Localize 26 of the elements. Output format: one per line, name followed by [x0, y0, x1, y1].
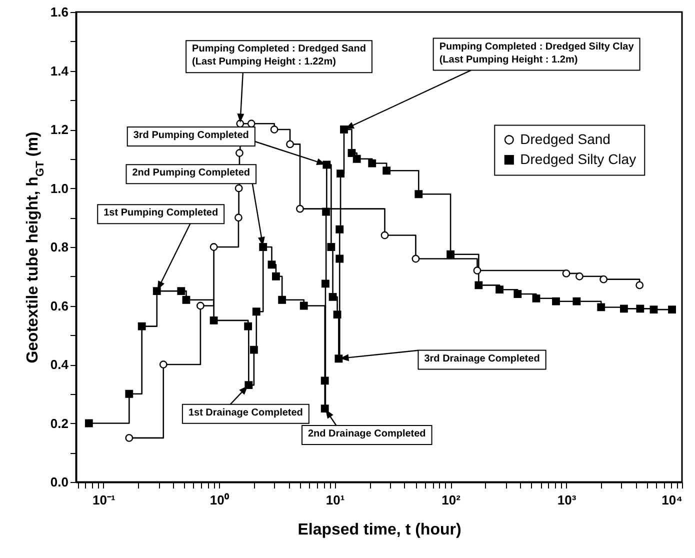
y-tick-label: 1.6 [50, 4, 68, 20]
y-tick-label: 1.4 [50, 63, 70, 78]
annotation: 1st Pumping Completed [104, 208, 218, 219]
y-tick-label: 1.0 [50, 180, 68, 196]
annotation: 1st Drainage Completed [188, 407, 303, 418]
annotation: Pumping Completed : Dredged Sand (Last Pumping Height : 1.22m) [192, 44, 366, 68]
x-tick-label: 10⁰ [210, 492, 230, 508]
x-tick-label: 10⁴ [662, 492, 682, 508]
x-tick-label: 10¹ [326, 492, 345, 508]
annotation: 3rd Drainage Completed [424, 353, 540, 364]
legend-label: Dredged Silty Clay [520, 150, 636, 167]
legend-label: Dredged Sand [520, 130, 610, 147]
y-tick-label: 1.2 [50, 122, 68, 137]
annotation: 2nd Drainage Completed [308, 428, 426, 440]
x-tick-label: 10⁻¹ [92, 492, 116, 508]
annotation: 3rd Pumping Completed [133, 130, 249, 142]
y-tick-label: 0.4 [50, 357, 70, 372]
annotation: Pumping Completed : Dredged Silty Clay (Last Pumping Height : 1.2m) [439, 41, 634, 66]
y-tick-label: 0.6 [50, 298, 68, 314]
x-axis-title: Elapsed time, t (hour) [298, 522, 462, 538]
annotation: 2nd Pumping Completed [132, 168, 250, 179]
x-tick-label: 10³ [557, 492, 577, 508]
y-tick-label: 0.8 [50, 240, 68, 254]
y-tick-label: 0.2 [50, 416, 68, 431]
y-tick-label: 0.0 [50, 474, 68, 490]
x-tick-label: 10² [442, 492, 462, 508]
